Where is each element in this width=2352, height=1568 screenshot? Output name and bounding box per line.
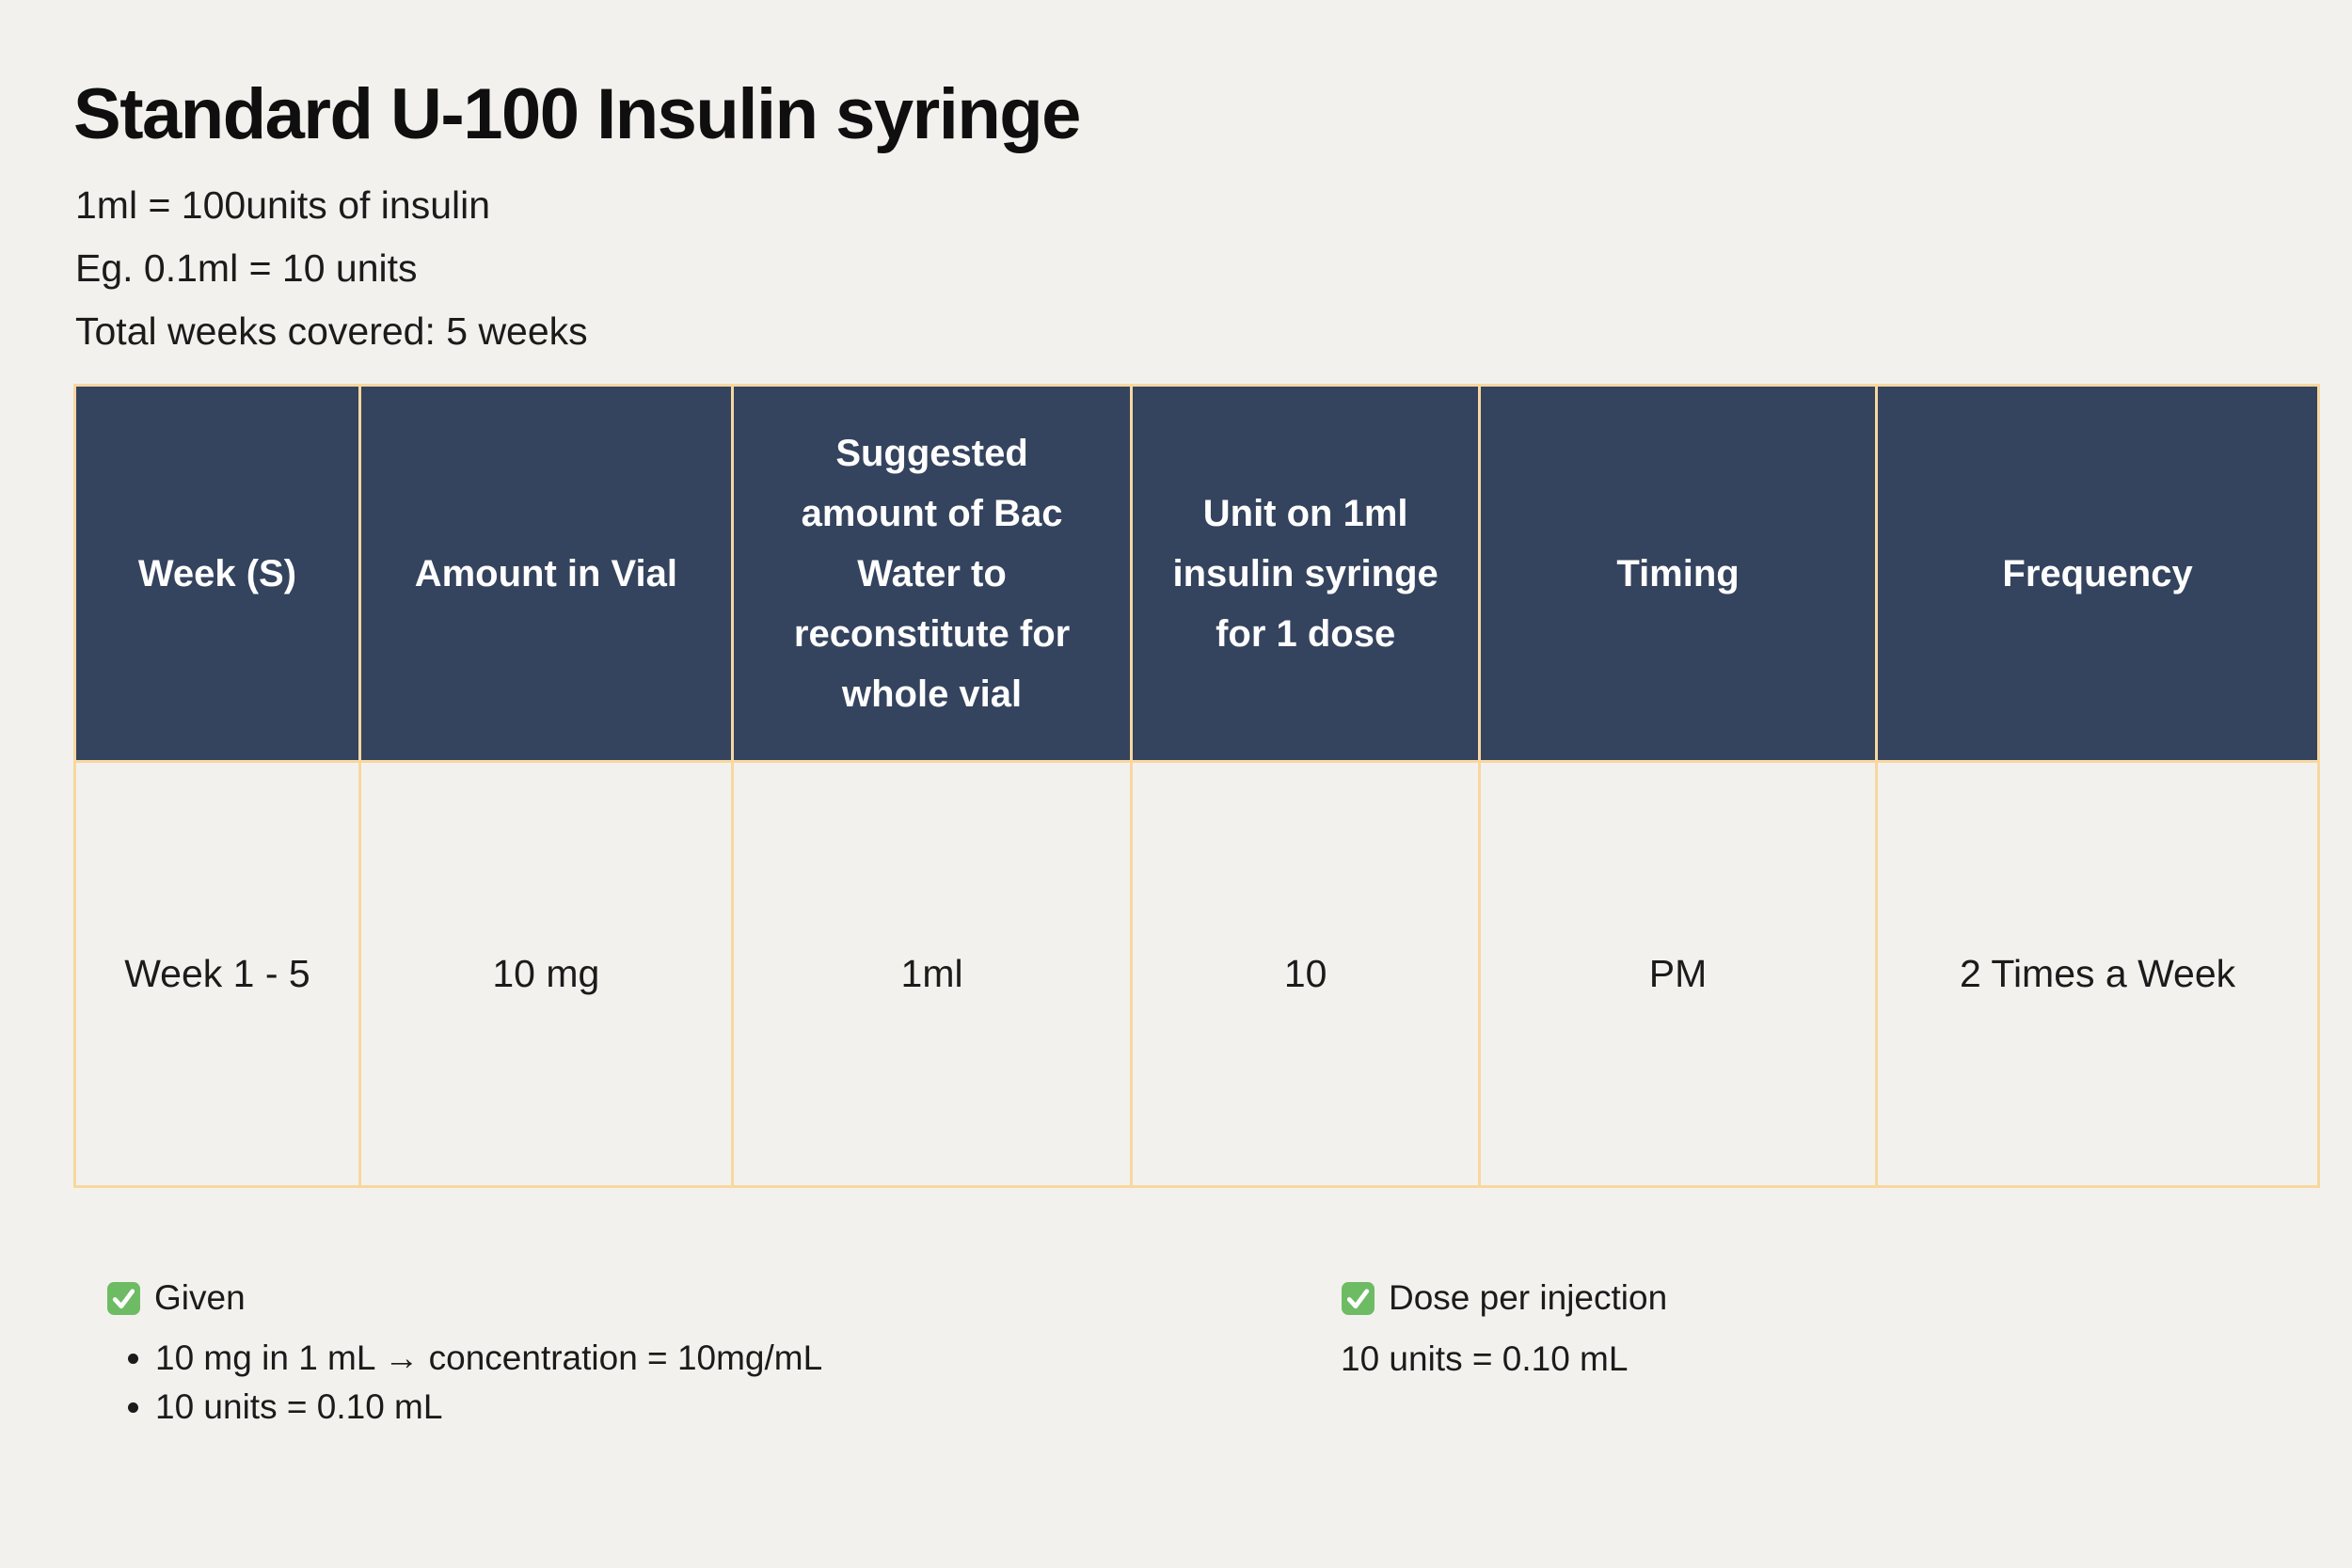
cell-frequency: 2 Times a Week xyxy=(1875,760,2320,1188)
col-header-bac-water: Suggested amount of Bac Water to reconst… xyxy=(730,384,1134,763)
footnotes: Given 10 mg in 1 mL → concentration = 10… xyxy=(0,1277,2352,1522)
note-dose-label: Dose per injection xyxy=(1389,1278,1668,1317)
page-title: Standard U-100 Insulin syringe xyxy=(73,74,1081,154)
col-header-week: Week (S) xyxy=(73,384,361,763)
col-header-units-per-dose: Unit on 1ml insulin syringe for 1 dose xyxy=(1130,384,1481,763)
table-row: Week 1 - 5 10 mg 1ml 10 PM 2 Times a Wee… xyxy=(73,760,2320,1188)
dosing-table: Week (S) Amount in Vial Suggested amount… xyxy=(73,384,2320,1188)
note-given: Given 10 mg in 1 mL → concentration = 10… xyxy=(106,1277,822,1432)
col-header-frequency: Frequency xyxy=(1875,384,2320,763)
note-dose-value: 10 units = 0.10 mL xyxy=(1341,1339,1629,1378)
note-given-title-row: Given xyxy=(106,1277,822,1319)
subtitle-block: 1ml = 100units of insulin Eg. 0.1ml = 10… xyxy=(75,174,588,363)
note-given-bullet-concentration: 10 mg in 1 mL → concentration = 10mg/mL xyxy=(155,1334,822,1383)
cell-week-range: Week 1 - 5 xyxy=(73,760,361,1188)
table-header-row: Week (S) Amount in Vial Suggested amount… xyxy=(73,384,2320,763)
cell-bac-water: 1ml xyxy=(730,760,1134,1188)
cell-units-per-dose: 10 xyxy=(1130,760,1481,1188)
note-dose-title-row: Dose per injection xyxy=(1341,1277,1667,1319)
col-header-amount-in-vial: Amount in Vial xyxy=(358,384,734,763)
subtitle-conversion: 1ml = 100units of insulin xyxy=(75,183,491,227)
subtitle-example: Eg. 0.1ml = 10 units xyxy=(75,246,418,290)
col-header-timing: Timing xyxy=(1477,384,1879,763)
green-check-icon xyxy=(107,1281,140,1315)
green-check-icon xyxy=(1342,1281,1375,1315)
note-given-bullet-list: 10 mg in 1 mL → concentration = 10mg/mL … xyxy=(106,1334,822,1432)
note-given-label: Given xyxy=(154,1278,246,1317)
note-given-bullet-units: 10 units = 0.10 mL xyxy=(155,1383,822,1432)
subtitle-total-weeks: Total weeks covered: 5 weeks xyxy=(75,309,588,353)
cell-amount-in-vial: 10 mg xyxy=(358,760,734,1188)
note-dose-per-injection: Dose per injection 10 units = 0.10 mL xyxy=(1341,1277,1667,1379)
cell-timing: PM xyxy=(1477,760,1879,1188)
